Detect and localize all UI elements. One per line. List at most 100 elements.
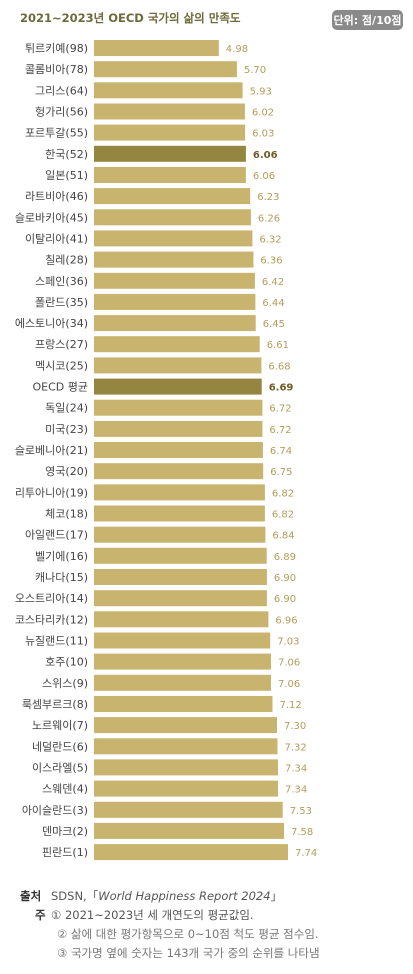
category-label-8: 슬로바키아(45) — [15, 211, 88, 224]
category-label-14: 프랑스(27) — [35, 338, 88, 351]
value-label-30: 7.06 — [278, 679, 300, 690]
value-label-32: 7.30 — [284, 721, 306, 732]
value-label-11: 6.42 — [262, 277, 284, 288]
bar-28 — [94, 632, 271, 649]
source-label: 출처 — [20, 889, 42, 903]
bar-4 — [94, 124, 246, 141]
bar-37 — [94, 822, 284, 839]
bar-23 — [94, 526, 266, 543]
category-label-5: 한국(52) — [45, 148, 88, 161]
category-label-15: 멕시코(25) — [35, 359, 88, 372]
bar-1 — [94, 61, 237, 78]
value-label-12: 6.44 — [262, 298, 284, 309]
category-label-25: 캐나다(15) — [35, 571, 88, 584]
category-label-33: 네덜란드(6) — [32, 740, 88, 753]
category-label-12: 폴란드(35) — [35, 296, 88, 309]
footer-notes: 출처 SDSN,「 World Happiness Report 2024 」 … — [20, 887, 320, 963]
category-label-28: 뉴질랜드(11) — [25, 635, 88, 648]
bar-2 — [94, 82, 243, 99]
category-label-27: 코스타리카(12) — [15, 613, 88, 626]
bar-25 — [94, 569, 267, 585]
value-label-25: 6.90 — [274, 573, 296, 584]
source-row: 출처 SDSN,「 World Happiness Report 2024 」 — [20, 887, 320, 906]
note-3: ③ 국가명 옆에 숫자는 143개 국가 중의 순위를 나타냄 — [57, 946, 320, 960]
bar-34 — [94, 759, 278, 776]
value-label-37: 7.58 — [291, 827, 313, 838]
category-label-26: 오스트리아(14) — [15, 592, 88, 605]
value-label-28: 7.03 — [277, 637, 299, 648]
value-label-17: 6.72 — [269, 404, 291, 415]
category-label-37: 덴마크(2) — [42, 825, 88, 838]
category-label-21: 리투아니아(19) — [15, 486, 88, 499]
bar-27 — [94, 611, 269, 628]
category-label-0: 튀르키예(98) — [25, 42, 88, 55]
bar-19 — [94, 442, 263, 458]
bar-36 — [94, 801, 283, 818]
bar-8 — [94, 209, 251, 226]
value-label-4: 6.03 — [252, 129, 274, 140]
value-label-34: 7.34 — [285, 763, 307, 774]
value-label-38: 7.74 — [295, 848, 317, 859]
value-label-26: 6.90 — [274, 594, 296, 605]
category-label-1: 콜롬비아(78) — [25, 63, 88, 76]
category-label-23: 아일랜드(17) — [25, 528, 88, 542]
value-label-16: 6.69 — [269, 383, 294, 394]
category-label-30: 스위스(9) — [42, 677, 88, 690]
value-label-0: 4.98 — [226, 44, 248, 55]
bar-18 — [94, 420, 263, 437]
bar-9 — [94, 230, 253, 247]
bar-16 — [94, 378, 262, 395]
bar-3 — [94, 103, 245, 120]
bar-7 — [94, 188, 251, 205]
value-label-21: 6.82 — [272, 488, 294, 499]
bar-32 — [94, 717, 277, 734]
value-label-35: 7.34 — [285, 785, 307, 796]
bar-0 — [94, 40, 219, 56]
bar-33 — [94, 738, 278, 755]
value-label-5: 6.06 — [253, 150, 278, 161]
category-label-20: 영국(20) — [45, 465, 88, 478]
value-label-10: 6.36 — [260, 256, 282, 267]
value-label-27: 6.96 — [275, 615, 297, 626]
bar-30 — [94, 674, 271, 691]
value-label-23: 6.84 — [272, 531, 294, 542]
unit-badge: 단위: 점/10점 — [332, 10, 403, 30]
category-label-35: 스웨덴(4) — [42, 783, 88, 796]
bar-14 — [94, 336, 260, 353]
value-label-31: 7.12 — [280, 700, 302, 711]
value-label-22: 6.82 — [272, 510, 294, 521]
bar-15 — [94, 357, 262, 374]
source-prefix: SDSN,「 — [51, 889, 99, 903]
value-label-9: 6.32 — [259, 234, 281, 245]
bar-24 — [94, 547, 267, 564]
source-suffix: 」 — [270, 889, 283, 903]
bar-29 — [94, 653, 271, 670]
value-label-8: 6.26 — [258, 213, 280, 224]
category-label-18: 미국(23) — [45, 423, 88, 436]
note-2: ② 삶에 대한 평가항목으로 0~10점 척도 평균 점수임. — [57, 927, 319, 941]
note-row-3: ③ 국가명 옆에 숫자는 143개 국가 중의 순위를 나타냄 — [20, 944, 320, 963]
value-label-7: 6.23 — [257, 192, 279, 203]
value-label-1: 5.70 — [244, 65, 266, 76]
bar-chart: 튀르키예(98) 4.98 콜롬비아(78) 5.70 그리스(64) 5.93 헝가리(5… — [15, 40, 317, 861]
value-label-2: 5.93 — [250, 86, 272, 97]
value-label-36: 7.53 — [290, 806, 312, 817]
value-label-19: 6.74 — [270, 446, 292, 457]
note-1: ① 2021~2023년 세 개연도의 평균값임. — [51, 908, 254, 922]
category-label-29: 호주(10) — [45, 656, 88, 669]
note-label: 주 — [35, 908, 46, 922]
category-label-32: 노르웨이(7) — [32, 719, 88, 732]
category-label-9: 이탈리아(41) — [25, 232, 88, 245]
category-label-22: 체코(18) — [45, 508, 88, 521]
category-label-7: 라트비아(46) — [25, 190, 88, 203]
bar-10 — [94, 251, 254, 268]
category-label-36: 아이슬란드(3) — [22, 804, 88, 817]
note-row-1: 주 ① 2021~2023년 세 개연도의 평균값임. — [20, 906, 320, 925]
category-label-31: 룩셈부르크(8) — [22, 698, 88, 711]
value-label-15: 6.68 — [268, 361, 290, 372]
category-label-2: 그리스(64) — [35, 84, 88, 97]
category-label-16: OECD 평균 — [33, 381, 89, 394]
note-row-2: ② 삶에 대한 평가항목으로 0~10점 척도 평균 점수임. — [20, 925, 320, 944]
value-label-24: 6.89 — [274, 552, 296, 563]
bar-21 — [94, 484, 265, 501]
